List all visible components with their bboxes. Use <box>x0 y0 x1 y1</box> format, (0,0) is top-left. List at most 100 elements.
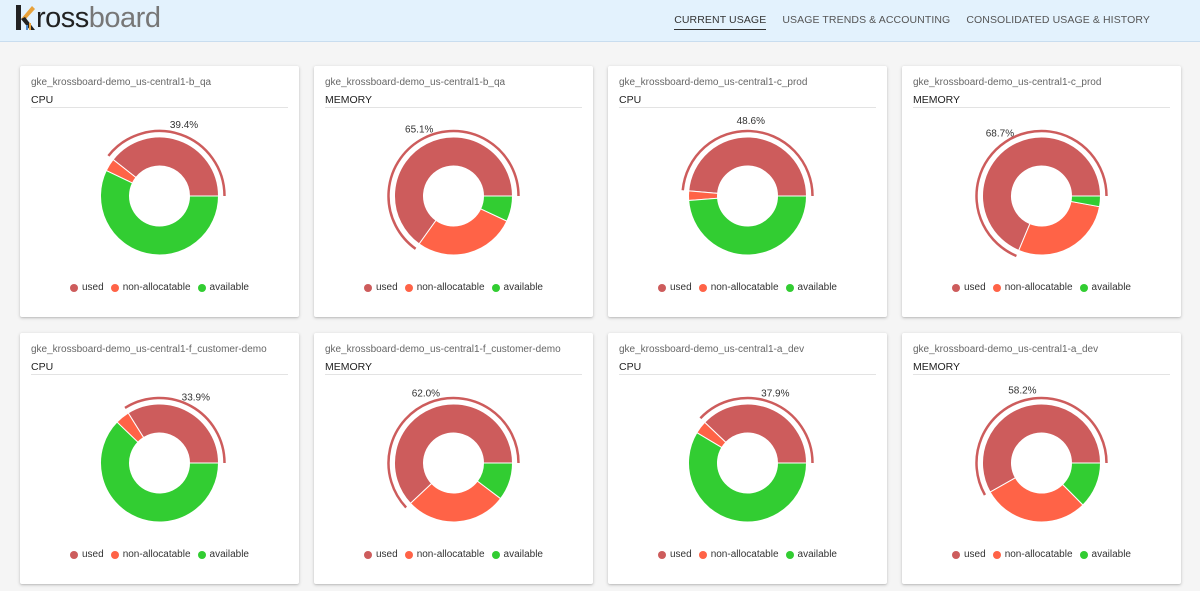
legend-used-label: used <box>82 282 104 293</box>
card-divider <box>619 374 876 375</box>
slice-available[interactable] <box>476 462 514 500</box>
slice-available[interactable] <box>479 195 514 222</box>
legend-non-allocatable-label: non-allocatable <box>710 282 779 293</box>
legend-available[interactable]: available <box>785 282 837 293</box>
usage-donut-chart: 48.6% <box>681 116 814 256</box>
legend-available[interactable]: available <box>1079 549 1131 560</box>
legend-used[interactable]: used <box>952 282 986 293</box>
legend-non-allocatable[interactable]: non-allocatable <box>110 282 191 293</box>
legend-non-allocatable-label: non-allocatable <box>416 549 485 560</box>
legend-used[interactable]: used <box>658 549 692 560</box>
legend-available[interactable]: available <box>491 282 543 293</box>
legend-used-label: used <box>964 282 986 293</box>
legend-non-allocatable-label: non-allocatable <box>710 549 779 560</box>
logo-light-part: board <box>88 2 161 34</box>
slice-non-allocatable[interactable] <box>116 412 145 443</box>
legend-available[interactable]: available <box>785 549 837 560</box>
legend-available-label: available <box>797 549 837 560</box>
krossboard-logo[interactable]: rossboard <box>14 2 161 34</box>
cluster-name: gke_krossboard-demo_us-central1-c_prod <box>913 77 1102 88</box>
legend-used-label: used <box>964 549 986 560</box>
slice-used[interactable] <box>688 136 808 197</box>
usage-card: gke_krossboard-demo_us-central1-f_custom… <box>314 333 593 584</box>
cluster-name: gke_krossboard-demo_us-central1-a_dev <box>619 344 805 355</box>
resource-type: MEMORY <box>913 94 961 106</box>
legend-non-allocatable-label: non-allocatable <box>1004 549 1073 560</box>
legend-used-swatch <box>364 550 372 559</box>
slice-available[interactable] <box>100 169 220 256</box>
nav-current-usage[interactable]: Current Usage <box>674 14 767 30</box>
legend-used[interactable]: used <box>364 549 398 560</box>
usage-percent-label: 48.6% <box>737 116 765 127</box>
legend-used-swatch <box>658 550 666 559</box>
slice-available[interactable] <box>688 431 808 523</box>
usage-card: gke_krossboard-demo_us-central1-a_dev ME… <box>902 333 1181 584</box>
legend-available-swatch <box>785 550 794 559</box>
usage-percent-label: 65.1% <box>405 124 433 135</box>
card-divider <box>325 107 582 108</box>
card-divider <box>31 107 288 108</box>
legend-available-swatch <box>785 283 794 292</box>
nav-consolidated-usage-history[interactable]: Consolidated Usage & History <box>966 14 1150 26</box>
legend-available[interactable]: available <box>197 549 249 560</box>
legend-used[interactable]: used <box>70 549 104 560</box>
legend-non-allocatable[interactable]: non-allocatable <box>110 549 191 560</box>
usage-arc <box>107 129 226 197</box>
chart-legend: used non-allocatable available <box>608 549 887 560</box>
usage-percent-label: 62.0% <box>412 388 440 399</box>
slice-available[interactable] <box>1061 462 1102 506</box>
usage-donut-chart: 37.9% <box>688 388 814 523</box>
legend-used-label: used <box>376 282 398 293</box>
usage-percent-label: 33.9% <box>182 392 210 403</box>
legend-available-swatch <box>1079 283 1088 292</box>
legend-available-label: available <box>503 282 543 293</box>
slice-non-allocatable[interactable] <box>409 480 502 523</box>
resource-type: MEMORY <box>325 94 373 106</box>
legend-available[interactable]: available <box>491 549 543 560</box>
legend-used[interactable]: used <box>70 282 104 293</box>
legend-used-label: used <box>376 549 398 560</box>
slice-non-allocatable[interactable] <box>418 208 508 256</box>
legend-available-label: available <box>1091 282 1131 293</box>
slice-used[interactable] <box>394 403 514 505</box>
slice-available[interactable] <box>688 195 808 256</box>
usage-percent-label: 68.7% <box>986 129 1014 140</box>
legend-non-allocatable[interactable]: non-allocatable <box>404 282 485 293</box>
slice-available[interactable] <box>100 421 220 523</box>
slice-non-allocatable[interactable] <box>696 421 727 449</box>
legend-available-swatch <box>491 550 500 559</box>
legend-used[interactable]: used <box>658 282 692 293</box>
legend-non-allocatable-swatch <box>992 550 1001 559</box>
card-divider <box>913 374 1170 375</box>
slice-used[interactable] <box>704 403 808 464</box>
slice-non-allocatable[interactable] <box>1018 200 1101 256</box>
usage-arc <box>975 396 1108 496</box>
slice-used[interactable] <box>394 136 514 245</box>
legend-available[interactable]: available <box>197 282 249 293</box>
legend-available-swatch <box>197 550 206 559</box>
legend-used-label: used <box>670 549 692 560</box>
legend-non-allocatable[interactable]: non-allocatable <box>404 549 485 560</box>
slice-used[interactable] <box>112 136 220 197</box>
legend-available[interactable]: available <box>1079 282 1131 293</box>
legend-used[interactable]: used <box>952 549 986 560</box>
slice-non-allocatable[interactable] <box>105 158 137 184</box>
legend-non-allocatable[interactable]: non-allocatable <box>698 549 779 560</box>
usage-card: gke_krossboard-demo_us-central1-b_qa MEM… <box>314 66 593 317</box>
legend-non-allocatable[interactable]: non-allocatable <box>992 282 1073 293</box>
slice-used[interactable] <box>127 403 220 464</box>
slice-non-allocatable[interactable] <box>989 477 1084 523</box>
slice-available[interactable] <box>1070 195 1102 208</box>
usage-arc <box>681 129 814 197</box>
cluster-name: gke_krossboard-demo_us-central1-f_custom… <box>31 344 267 355</box>
usage-arc <box>387 129 520 250</box>
legend-used[interactable]: used <box>364 282 398 293</box>
slice-used[interactable] <box>982 403 1102 493</box>
nav-usage-trends-accounting[interactable]: Usage Trends & Accounting <box>782 14 951 26</box>
slice-used[interactable] <box>982 136 1102 252</box>
legend-non-allocatable[interactable]: non-allocatable <box>992 549 1073 560</box>
usage-card: gke_krossboard-demo_us-central1-c_prod C… <box>608 66 887 317</box>
legend-available-swatch <box>1079 550 1088 559</box>
legend-non-allocatable[interactable]: non-allocatable <box>698 282 779 293</box>
usage-arc <box>975 129 1108 258</box>
